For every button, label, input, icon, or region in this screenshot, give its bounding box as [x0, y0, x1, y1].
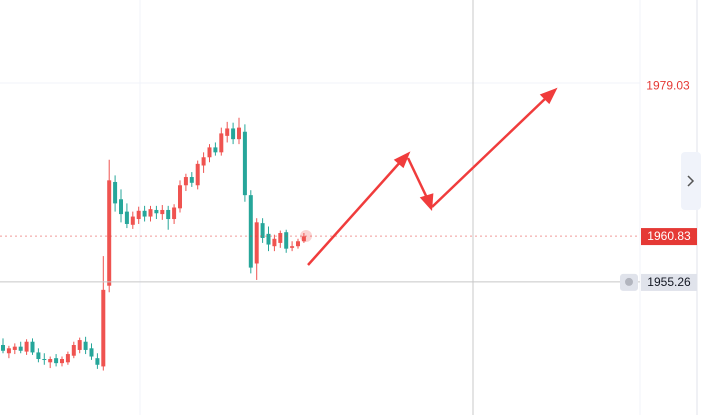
candle-body	[119, 199, 123, 215]
candle-body	[71, 345, 76, 356]
candle-body	[296, 241, 300, 247]
candle-body	[130, 216, 135, 225]
candle-body	[195, 163, 200, 186]
candle-body	[95, 358, 100, 365]
candle-body	[201, 157, 206, 166]
arrows	[307, 87, 558, 266]
arrow-line	[406, 157, 430, 201]
candle-body	[172, 207, 177, 220]
candle-body	[189, 177, 194, 183]
candle-body	[77, 340, 82, 350]
candles	[1, 117, 306, 371]
price-label-bg	[641, 228, 697, 246]
candle-body	[207, 147, 212, 158]
arrow-head	[393, 151, 411, 169]
candle-body	[60, 359, 64, 364]
scroll-button[interactable]	[681, 152, 701, 210]
candle-body	[148, 209, 153, 217]
candle-body	[107, 180, 112, 286]
candle-body	[54, 358, 59, 364]
candle-body	[89, 348, 94, 357]
candle-body	[101, 289, 106, 367]
bell-icon	[625, 277, 633, 286]
candle-body	[219, 133, 224, 153]
candle-body	[36, 352, 41, 360]
chevron-icon[interactable]	[687, 175, 695, 187]
candle-body	[113, 181, 118, 204]
candle-body	[136, 210, 141, 220]
arrow-line	[431, 95, 549, 208]
price-label: 1979.03	[646, 78, 690, 92]
candle-body	[142, 210, 147, 217]
candle-body	[272, 238, 277, 247]
candle-body	[30, 341, 35, 353]
candle-body	[242, 131, 247, 196]
candle-body	[42, 359, 47, 361]
candle-body	[278, 233, 283, 243]
arrow-head	[539, 87, 558, 105]
candle-body	[237, 127, 241, 140]
price-label-bg	[641, 273, 697, 291]
arrow-head	[419, 193, 434, 212]
candle-body	[301, 236, 306, 242]
candle-body	[178, 185, 182, 209]
candle-body	[225, 128, 230, 136]
candle-body	[284, 232, 289, 249]
candle-body	[12, 346, 17, 350]
candle-body	[1, 345, 5, 351]
candle-body	[290, 246, 295, 248]
candle-body	[83, 341, 88, 350]
candle-body	[6, 348, 11, 354]
candle-body	[260, 223, 265, 238]
candle-body	[231, 128, 236, 140]
candle-body	[124, 211, 129, 224]
candle-body	[18, 346, 23, 351]
candle-body	[213, 147, 218, 153]
candle-body	[254, 222, 259, 264]
candle-body	[266, 233, 271, 245]
candle-body	[166, 209, 171, 220]
price-label: 1960.83	[647, 229, 691, 243]
candle-body	[154, 209, 159, 214]
candle-body	[48, 359, 53, 363]
candle-body	[160, 209, 165, 215]
candle-body	[65, 354, 70, 363]
candle-body	[183, 177, 188, 186]
candle-body	[248, 195, 253, 268]
price-label: 1955.26	[647, 275, 691, 289]
arrow-line	[307, 159, 403, 266]
scroll-button-bg[interactable]	[681, 152, 701, 210]
candle-body	[24, 341, 29, 352]
